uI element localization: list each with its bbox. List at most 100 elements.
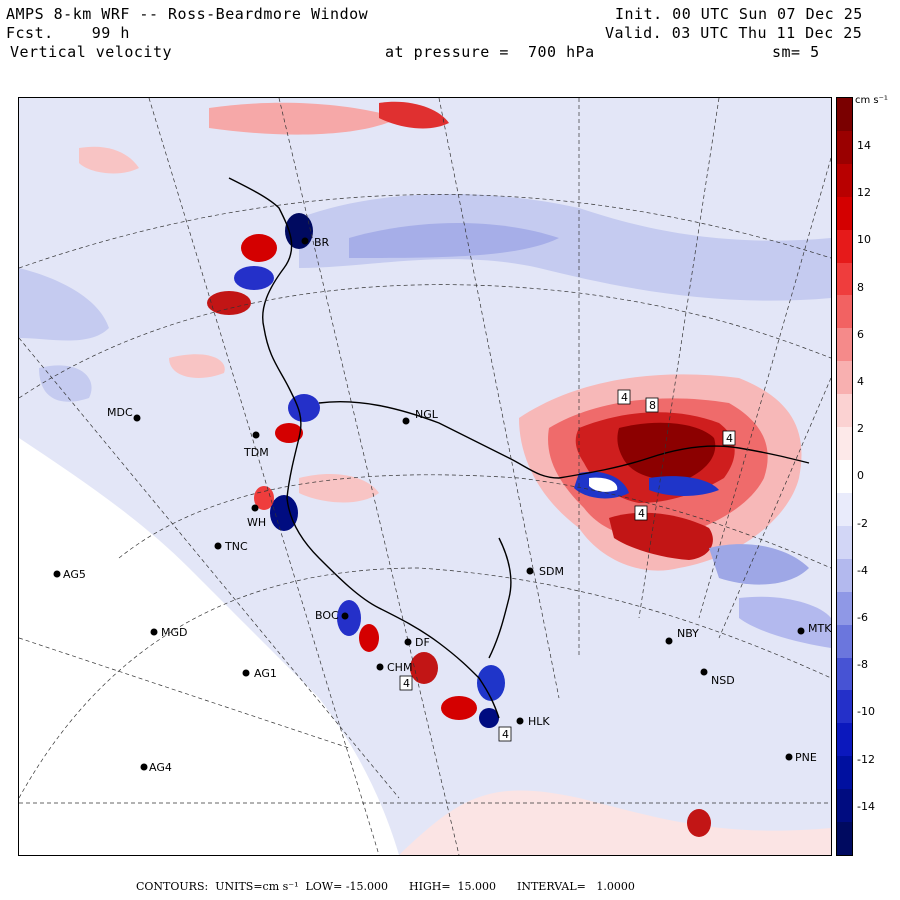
station-marker	[665, 637, 673, 645]
colorbar-tick: 14	[857, 139, 871, 152]
station-label-ag4: AG4	[149, 761, 172, 774]
station-marker	[516, 717, 524, 725]
contour-label: 4	[638, 507, 645, 520]
station-marker	[376, 663, 384, 671]
init-time: Init. 00 UTC Sun 07 Dec 25	[615, 5, 863, 23]
contour-label: 4	[726, 432, 733, 445]
southern-pink-area	[399, 790, 831, 855]
colorbar-segment	[837, 229, 852, 264]
station-marker	[133, 414, 141, 422]
map-panel[interactable]: 4 8 4 4 4 4 BR MDC TDM NGL WH TNC	[18, 97, 832, 856]
station-label-pne: PNE	[795, 751, 817, 764]
station-marker	[341, 612, 349, 620]
colorbar-tick: -6	[857, 611, 868, 624]
station-marker	[251, 504, 259, 512]
colorbar-tick: -10	[857, 705, 875, 719]
station-marker	[526, 567, 534, 575]
colorbar-segment	[837, 525, 852, 560]
colorbar-tick: -2	[857, 516, 868, 530]
colorbar-segment	[837, 591, 852, 626]
colorbar-segment	[837, 756, 852, 790]
colorbar-segment	[837, 558, 852, 593]
colorbar-tick: 8	[857, 280, 864, 294]
colorbar	[836, 97, 853, 856]
colorbar-tick: 2	[857, 422, 864, 436]
station-marker	[53, 570, 61, 578]
lat-lon-grid	[19, 98, 831, 855]
smoothing: sm= 5	[772, 43, 820, 61]
station-marker	[140, 763, 148, 771]
colorbar-segment	[837, 624, 852, 658]
colorbar-segment	[837, 130, 852, 165]
colorbar-segment	[837, 460, 852, 494]
station-marker	[797, 627, 805, 635]
colorbar-tick: -14	[857, 799, 875, 813]
colorbar-segment	[837, 361, 852, 395]
colorbar-tick: 4	[857, 375, 864, 388]
station-label-ngl: NGL	[415, 408, 439, 421]
station-marker	[252, 431, 260, 439]
vertical-velocity-map: 4 8 4 4 4 4 BR MDC TDM NGL WH TNC	[19, 98, 831, 855]
station-label-hlk: HLK	[528, 715, 550, 728]
contour-info: CONTOURS: UNITS=cm s⁻¹ LOW= -15.000 HIGH…	[136, 880, 635, 893]
colorbar-segment	[837, 394, 852, 428]
station-label-sdm: SDM	[539, 565, 564, 578]
colorbar-units: cm s⁻¹	[855, 95, 888, 106]
station-label-tnc: TNC	[224, 540, 248, 553]
station-marker	[402, 417, 410, 425]
colorbar-segment	[837, 789, 852, 823]
contour-label: 4	[621, 391, 628, 404]
colorbar-segment	[837, 196, 852, 231]
station-marker	[404, 638, 412, 646]
northern-red-patch	[209, 102, 399, 135]
colorbar-tick: 10	[857, 233, 871, 247]
colorbar-segment	[837, 657, 852, 691]
stations: BR MDC TDM NGL WH TNC AG5 MGD AG1 AG4 SD…	[53, 236, 831, 774]
station-label-mdc: MDC	[107, 406, 133, 419]
plateau-region	[19, 438, 399, 855]
station-label-br: BR	[314, 236, 330, 249]
station-marker	[785, 753, 793, 761]
station-label-ag1: AG1	[254, 667, 277, 680]
colorbar-segment	[837, 98, 852, 132]
colorbar-segment	[837, 427, 852, 461]
station-label-chm: CHM	[387, 661, 412, 674]
colorbar-tick: 12	[857, 186, 871, 200]
valid-time: Valid. 03 UTC Thu 11 Dec 25	[605, 24, 863, 42]
left-blue-area	[19, 268, 109, 341]
colorbar-segment	[837, 295, 852, 329]
station-marker	[700, 668, 708, 676]
forecast-hour: Fcst. 99 h	[6, 24, 130, 42]
station-label-df: DF	[415, 636, 430, 649]
station-marker	[242, 669, 250, 677]
colorbar-tick: 0	[857, 469, 864, 483]
station-marker	[214, 542, 222, 550]
coastline	[228, 177, 500, 719]
colorbar-segment	[837, 262, 852, 296]
station-marker	[150, 628, 158, 636]
station-label-ag5: AG5	[63, 568, 86, 581]
colorbar-segment	[837, 690, 852, 724]
station-label-mgd: MGD	[161, 626, 188, 639]
pressure-level: at pressure = 700 hPa	[385, 43, 595, 61]
colorbar-tick: -4	[857, 563, 868, 577]
colorbar-tick: -8	[857, 658, 868, 672]
station-label-tdm: TDM	[243, 446, 269, 459]
ice-shelf-edge	[318, 401, 810, 479]
station-label-boc: BOC	[315, 609, 339, 622]
station-label-nsd: NSD	[711, 674, 735, 687]
station-label-nby: NBY	[677, 627, 699, 640]
map-title: AMPS 8-km WRF -- Ross-Beardmore Window	[6, 5, 369, 23]
contour-label: 8	[649, 399, 656, 412]
field-name: Vertical velocity	[10, 43, 173, 61]
colorbar-segment	[837, 328, 852, 362]
northern-blue-band	[299, 194, 831, 301]
colorbar-segment	[837, 723, 852, 757]
ross-sea-red-cluster	[519, 374, 802, 571]
colorbar-tick: -12	[857, 752, 875, 766]
colorbar-segment	[837, 822, 852, 856]
contour-label: 4	[502, 728, 509, 741]
station-label-mtk: MTK	[808, 622, 831, 635]
colorbar-segment	[837, 163, 852, 198]
colorbar-tick: 6	[857, 327, 864, 341]
